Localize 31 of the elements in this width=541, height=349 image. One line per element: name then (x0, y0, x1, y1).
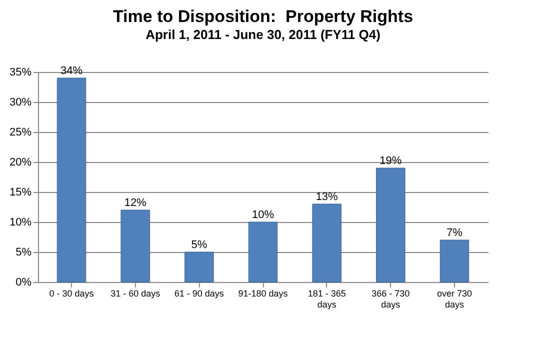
x-tick-label: 91-180 days (238, 288, 288, 298)
chart-subtitle: April 1, 2011 - June 30, 2011 (FY11 Q4) (146, 27, 380, 42)
data-label: 13% (316, 191, 338, 203)
data-label: 12% (124, 197, 147, 209)
chart-title: Time to Disposition: Property Rights (112, 7, 414, 26)
data-label: 34% (60, 65, 83, 77)
bar (312, 204, 342, 282)
x-tick-label: 61 - 90 days (174, 288, 224, 298)
x-tick-label: 0 - 30 days (49, 288, 94, 298)
x-tick-label: 366 - 730 days (372, 288, 410, 310)
y-tick-label: 15% (9, 186, 32, 198)
y-tick-label: 30% (9, 96, 32, 108)
x-tick-label: 181 - 365 days (308, 288, 346, 310)
x-tick-label: over 730 days (436, 288, 472, 310)
y-tick-label: 35% (9, 66, 32, 78)
x-tick-label: 31 - 60 days (110, 288, 161, 298)
bar (184, 252, 214, 282)
data-label: 10% (252, 209, 274, 221)
y-tick-label: 20% (9, 156, 32, 168)
y-tick-label: 25% (9, 126, 32, 138)
bar (248, 222, 278, 282)
y-tick-label: 5% (16, 246, 32, 258)
data-label: 7% (446, 227, 463, 239)
data-label: 5% (191, 239, 208, 251)
bar (120, 210, 150, 282)
y-tick-label: 0% (16, 276, 32, 288)
bar (376, 168, 406, 282)
bar (56, 78, 86, 282)
data-label: 19% (380, 155, 402, 167)
y-tick-label: 10% (9, 216, 32, 228)
bar (440, 240, 470, 282)
